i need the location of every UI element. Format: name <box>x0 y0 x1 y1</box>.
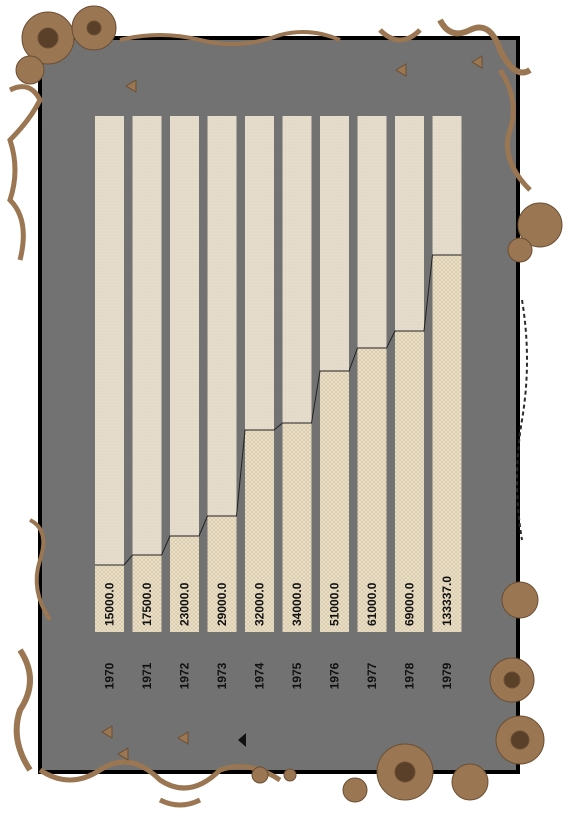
category-label: 1978 <box>403 662 417 689</box>
category-label: 1971 <box>140 662 154 689</box>
value-label: 51000.0 <box>328 582 342 626</box>
value-label: 15000.0 <box>103 582 117 626</box>
value-label: 61000.0 <box>365 582 379 626</box>
value-label: 133337.0 <box>440 576 454 626</box>
value-label: 34000.0 <box>290 582 304 626</box>
bar <box>432 255 462 632</box>
value-label: 23000.0 <box>178 582 192 626</box>
value-label: 32000.0 <box>253 582 267 626</box>
category-label: 1979 <box>440 662 454 689</box>
bar <box>132 555 162 632</box>
bar-track <box>132 116 162 632</box>
category-label: 1972 <box>178 662 192 689</box>
value-labels: 15000.0 17500.0 23000.0 29000.0 32000.0 34000… <box>103 576 455 626</box>
bar <box>207 516 237 632</box>
bar <box>170 536 199 632</box>
category-label: 1977 <box>365 662 379 689</box>
bar-track <box>95 116 124 632</box>
category-label: 1973 <box>215 662 229 689</box>
category-label: 1970 <box>103 662 117 689</box>
bar <box>320 371 349 632</box>
bar <box>282 423 312 632</box>
bars <box>95 255 462 632</box>
bar <box>245 430 274 632</box>
category-labels: 1970 1971 1972 1973 1974 1975 1976 1977 1978 1979 <box>103 662 455 689</box>
bar <box>357 348 387 632</box>
bar <box>395 331 424 632</box>
category-label: 1975 <box>290 662 304 689</box>
value-label: 29000.0 <box>215 582 229 626</box>
category-label: 1976 <box>328 662 342 689</box>
bar <box>95 565 124 632</box>
value-label: 17500.0 <box>140 582 154 626</box>
category-label: 1974 <box>253 662 267 689</box>
bar-top-connector-line <box>95 254 462 566</box>
value-label: 69000.0 <box>403 582 417 626</box>
